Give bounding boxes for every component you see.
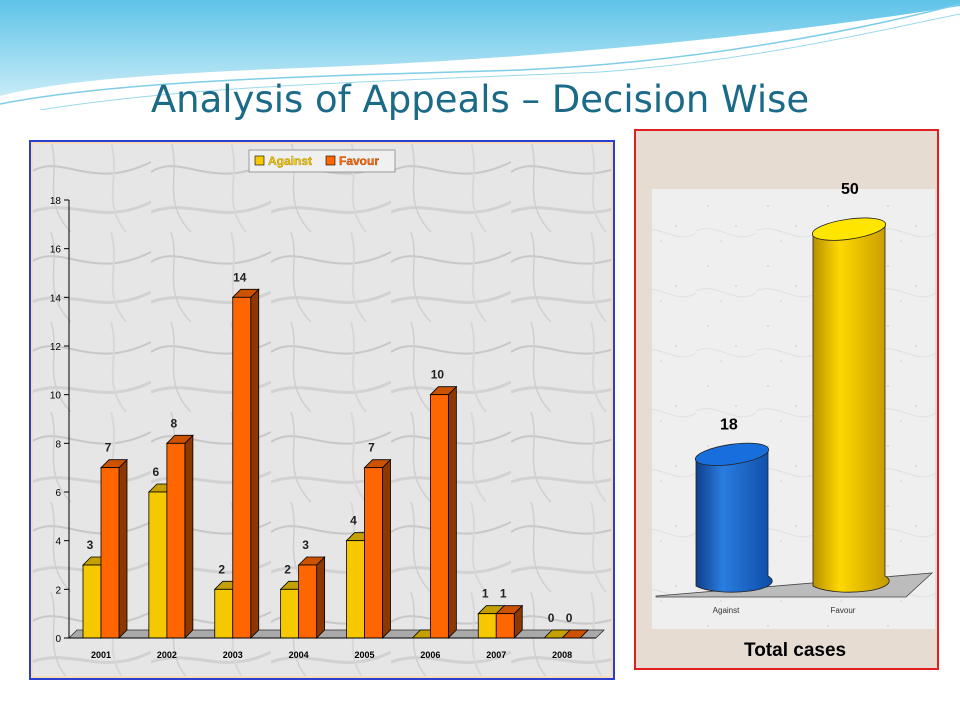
total-cases-chart: 18 Against 50 Favour Total cases: [652, 181, 935, 661]
data-label-favour-2003: 14: [233, 270, 247, 284]
y-tick-label: 14: [50, 293, 62, 304]
bar-favour-2003-side: [250, 288, 260, 639]
bar-favour-2004: [298, 564, 318, 639]
y-tick-label: 18: [50, 196, 62, 207]
y-tick-label: 0: [55, 634, 61, 645]
data-label-against-2001: 3: [87, 538, 94, 552]
legend-label-favour: Favour: [339, 154, 379, 168]
bar-favour-2006: [429, 394, 449, 639]
x-tick-label: 2007: [486, 650, 506, 660]
yearly-chart-panel: 3 7 6 8 2 14 2 3 4 7 10 1 1 0 0 0 2 4 6 8 10 12 14 16 18 2001 200…: [29, 140, 615, 680]
cylinder-body-favour: [812, 223, 890, 593]
x-tick-label: 2006: [420, 650, 440, 660]
x-axis-title: Total cases: [744, 640, 846, 661]
y-tick-label: 6: [55, 488, 61, 499]
y-tick-label: 4: [55, 537, 61, 548]
bar-favour-2002: [166, 442, 186, 639]
bar-against-2005: [346, 540, 365, 639]
bar-favour-2001: [100, 467, 120, 639]
legend-swatch-favour: [325, 155, 336, 166]
bar-against-2004: [280, 588, 300, 639]
cylinder-cap-against: [694, 442, 770, 466]
bar-favour-2001-side: [118, 458, 128, 639]
value-label-against: 18: [720, 416, 738, 433]
y-tick-label: 12: [50, 342, 62, 353]
data-label-against-2007: 1: [482, 587, 489, 601]
data-label-favour-2007: 1: [500, 587, 507, 601]
data-label-against-2002: 6: [153, 465, 160, 479]
bar-favour-2005-side: [382, 458, 391, 639]
bar-favour-2004-side: [316, 556, 326, 639]
x-tick-label: 2005: [354, 650, 374, 660]
bar-against-2007: [477, 613, 497, 639]
bar-favour-2006-side: [447, 385, 457, 639]
x-tick-label: 2001: [91, 650, 111, 660]
slide-title: Analysis of Appeals – Decision Wise: [150, 78, 810, 121]
y-tick-label: 16: [50, 245, 62, 256]
legend-swatch-against: [254, 155, 265, 166]
value-label-favour: 50: [841, 181, 859, 198]
bar-favour-2003: [232, 296, 252, 639]
legend-label-against: Against: [268, 154, 312, 168]
x-tick-label: 2004: [289, 650, 309, 660]
data-label-against-2004: 2: [284, 562, 291, 576]
y-tick-label: 10: [50, 391, 62, 402]
bar-against-2002: [148, 491, 168, 639]
total-cases-panel: 18 Against 50 Favour Total cases: [634, 129, 939, 670]
cylinder-cap-favour: [811, 217, 887, 241]
data-label-favour-2002: 8: [171, 416, 178, 430]
category-label-favour: Favour: [831, 606, 856, 615]
cylinder-favour: [811, 217, 890, 593]
category-label-against: Against: [713, 606, 740, 615]
data-label-favour-2006: 10: [431, 368, 445, 382]
data-label-favour-2005: 7: [368, 441, 375, 455]
header-swoosh: [0, 0, 960, 110]
data-label-favour-2001: 7: [105, 441, 112, 455]
bar-against-2001: [82, 564, 102, 639]
data-label-against-2005: 4: [350, 514, 357, 528]
data-label-favour-2008: 0: [566, 611, 573, 625]
data-label-favour-2004: 3: [302, 538, 309, 552]
y-tick-label: 8: [55, 439, 61, 450]
data-label-against-2008: 0: [548, 611, 555, 625]
cylinder-against: [694, 442, 773, 593]
x-tick-label: 2003: [223, 650, 243, 660]
bar-favour-2005: [364, 467, 383, 639]
bar-favour-2002-side: [184, 434, 194, 639]
data-label-against-2003: 2: [218, 562, 225, 576]
x-tick-label: 2002: [157, 650, 177, 660]
cylinder-body-against: [695, 448, 773, 593]
bar-favour-2007: [495, 613, 515, 639]
chart-legend: Against Favour: [248, 149, 396, 173]
plot-background: [652, 189, 935, 629]
x-tick-label: 2008: [552, 650, 572, 660]
y-tick-label: 2: [55, 585, 61, 596]
bar-against-2003: [214, 588, 234, 639]
